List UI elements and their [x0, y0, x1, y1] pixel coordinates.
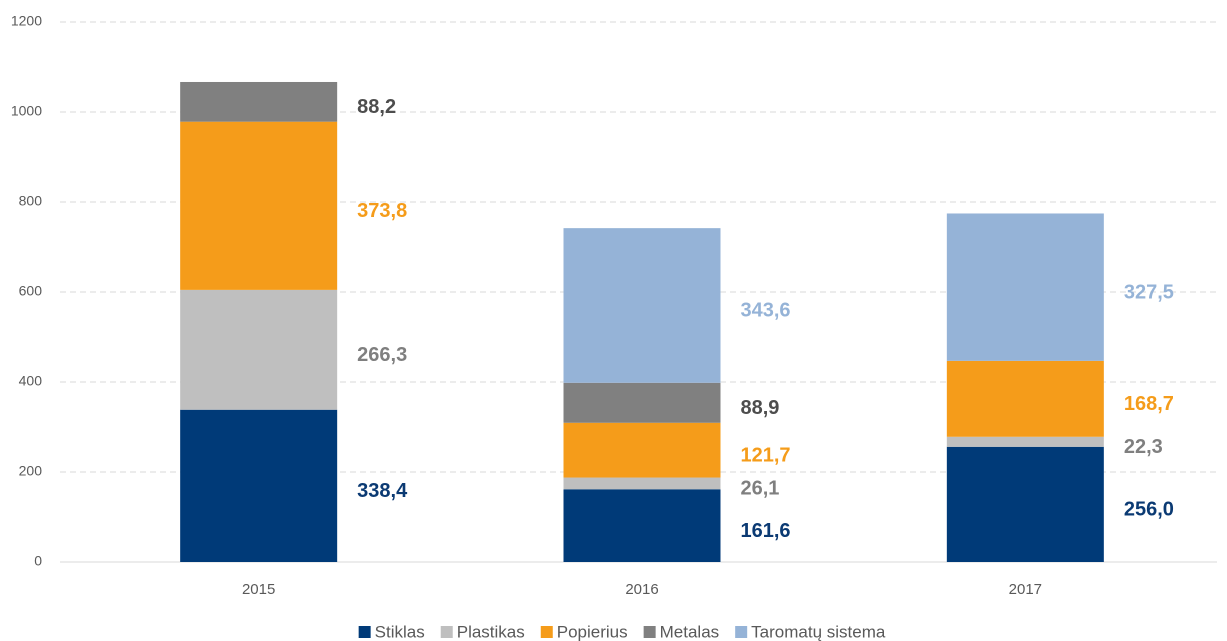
legend: Stiklas Plastikas Popierius Metalas Taromatų… — [358, 622, 886, 641]
value-label: 26,1 — [741, 478, 780, 500]
value-label: 161,6 — [741, 520, 791, 542]
x-tick-label: 2015 — [242, 581, 275, 598]
bar-segment — [563, 382, 721, 423]
value-label: 168,7 — [1124, 393, 1174, 415]
bar-segment — [180, 409, 338, 562]
bar-segment — [946, 213, 1104, 361]
y-tick-label: 0 — [34, 553, 42, 569]
value-label: 327,5 — [1124, 281, 1174, 303]
value-label: 338,4 — [357, 480, 408, 502]
value-label: 22,3 — [1124, 436, 1163, 458]
x-tick-label: 2016 — [625, 581, 658, 598]
legend-swatch — [440, 626, 453, 638]
legend-label: Stiklas — [375, 622, 425, 641]
value-label: 121,7 — [741, 444, 791, 466]
y-tick-label: 1200 — [11, 13, 42, 29]
value-label: 256,0 — [1124, 499, 1174, 521]
bar-segment — [946, 436, 1104, 447]
y-tick-label: 400 — [19, 373, 43, 389]
legend-swatch — [643, 626, 656, 638]
value-label: 88,9 — [741, 397, 780, 419]
y-tick-label: 1000 — [11, 103, 42, 119]
y-tick-label: 800 — [19, 193, 43, 209]
bar-segment — [180, 289, 338, 410]
legend-swatch — [358, 626, 371, 638]
legend-swatch — [735, 626, 748, 638]
bar-segment — [180, 121, 338, 290]
legend-label: Metalas — [660, 622, 720, 641]
bar-segment — [563, 228, 721, 383]
bar-segment — [946, 360, 1104, 437]
value-label: 266,3 — [357, 344, 407, 366]
bar-segment — [563, 489, 721, 562]
bar-segment — [563, 477, 721, 490]
legend-label: Popierius — [557, 622, 628, 641]
y-tick-label: 600 — [19, 283, 43, 299]
legend-label: Taromatų sistema — [751, 622, 886, 641]
legend-swatch — [540, 626, 553, 638]
bar-segment — [563, 422, 721, 478]
value-label: 373,8 — [357, 200, 407, 222]
value-label: 343,6 — [741, 300, 791, 322]
legend-label: Plastikas — [457, 622, 525, 641]
y-tick-label: 200 — [19, 463, 43, 479]
bar-segment — [946, 446, 1104, 562]
bar-segment — [180, 81, 338, 122]
value-label: 88,2 — [357, 96, 396, 118]
x-tick-label: 2017 — [1009, 581, 1042, 598]
